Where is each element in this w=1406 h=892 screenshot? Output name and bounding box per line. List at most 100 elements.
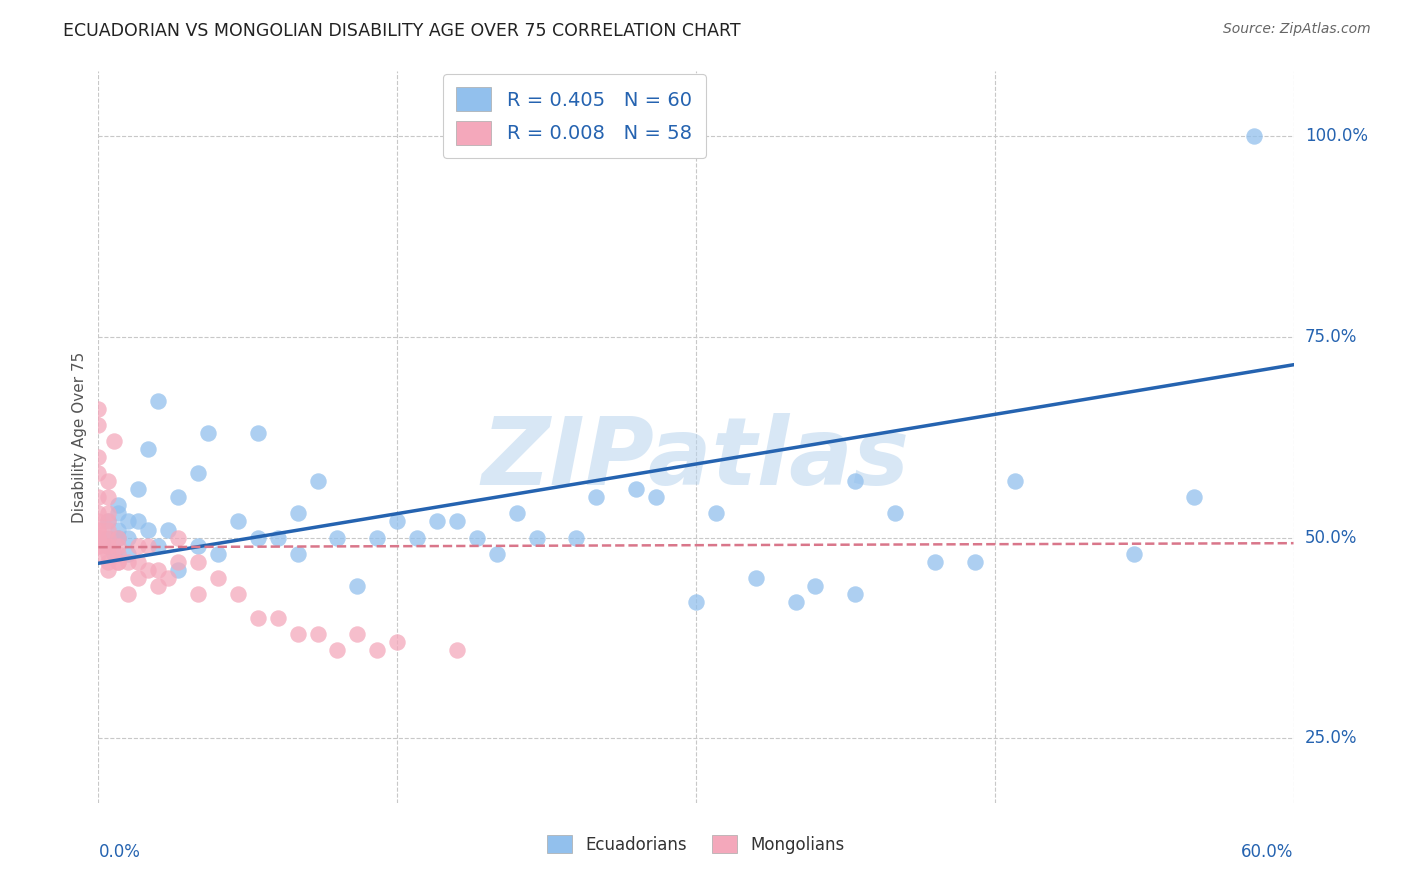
Legend: Ecuadorians, Mongolians: Ecuadorians, Mongolians <box>540 829 852 860</box>
Text: Source: ZipAtlas.com: Source: ZipAtlas.com <box>1223 22 1371 37</box>
Point <box>97 491 120 505</box>
Point <box>246 611 269 625</box>
Point <box>287 547 309 561</box>
Point <box>87 450 110 465</box>
Point <box>87 539 110 553</box>
Point <box>884 507 907 521</box>
Point <box>246 531 269 545</box>
Point <box>136 563 159 577</box>
Point <box>626 483 648 497</box>
Point <box>87 491 110 505</box>
Point <box>346 627 368 641</box>
Point <box>107 539 129 553</box>
Point <box>385 515 409 529</box>
Point <box>287 507 309 521</box>
Point <box>446 643 468 657</box>
Text: 100.0%: 100.0% <box>1305 127 1368 145</box>
Point <box>107 531 129 545</box>
Point <box>326 531 349 545</box>
Text: 25.0%: 25.0% <box>1305 730 1357 747</box>
Point <box>167 555 190 569</box>
Point <box>157 523 180 537</box>
Point <box>107 547 129 561</box>
Point <box>645 491 668 505</box>
Point <box>87 531 110 545</box>
Point <box>506 507 529 521</box>
Point <box>287 627 309 641</box>
Point <box>127 571 149 585</box>
Point <box>97 475 120 489</box>
Point <box>804 579 827 593</box>
Point <box>87 523 110 537</box>
Point <box>485 547 508 561</box>
Point <box>844 587 866 601</box>
Point <box>103 434 125 449</box>
Point <box>97 547 120 561</box>
Point <box>148 393 170 408</box>
Point <box>87 515 110 529</box>
Point <box>97 539 120 553</box>
Point <box>167 531 190 545</box>
Point <box>87 531 110 545</box>
Point <box>97 515 120 529</box>
Point <box>148 563 170 577</box>
Point <box>97 539 120 553</box>
Point <box>107 531 129 545</box>
Point <box>127 483 149 497</box>
Point <box>307 627 329 641</box>
Point <box>426 515 449 529</box>
Point <box>107 555 129 569</box>
Point <box>148 579 170 593</box>
Point <box>167 491 190 505</box>
Point <box>87 531 110 545</box>
Point <box>97 531 120 545</box>
Point <box>136 442 159 457</box>
Point <box>267 531 290 545</box>
Point <box>565 531 588 545</box>
Point <box>136 539 159 553</box>
Point <box>1123 547 1146 561</box>
Point <box>366 643 388 657</box>
Point <box>117 531 139 545</box>
Point <box>446 515 468 529</box>
Point <box>346 579 368 593</box>
Point <box>107 523 129 537</box>
Point <box>107 555 129 569</box>
Point <box>117 587 139 601</box>
Point <box>97 531 120 545</box>
Text: 0.0%: 0.0% <box>98 843 141 861</box>
Point <box>385 635 409 649</box>
Point <box>97 539 120 553</box>
Point <box>226 515 249 529</box>
Point <box>585 491 607 505</box>
Point <box>97 507 120 521</box>
Point <box>87 417 110 432</box>
Point <box>406 531 429 545</box>
Point <box>963 555 986 569</box>
Point <box>107 507 129 521</box>
Text: 60.0%: 60.0% <box>1241 843 1294 861</box>
Point <box>87 401 110 416</box>
Point <box>97 515 120 529</box>
Point <box>117 547 139 561</box>
Point <box>87 507 110 521</box>
Y-axis label: Disability Age Over 75: Disability Age Over 75 <box>72 351 87 523</box>
Point <box>267 611 290 625</box>
Point <box>97 523 120 537</box>
Point <box>1004 475 1026 489</box>
Point <box>785 595 807 609</box>
Point <box>127 539 149 553</box>
Point <box>465 531 488 545</box>
Point <box>197 425 219 440</box>
Point <box>157 571 180 585</box>
Point <box>685 595 707 609</box>
Point <box>1243 128 1265 143</box>
Point <box>127 515 149 529</box>
Point <box>745 571 768 585</box>
Point <box>246 425 269 440</box>
Point <box>207 571 229 585</box>
Point <box>326 643 349 657</box>
Point <box>127 555 149 569</box>
Point <box>136 523 159 537</box>
Point <box>924 555 946 569</box>
